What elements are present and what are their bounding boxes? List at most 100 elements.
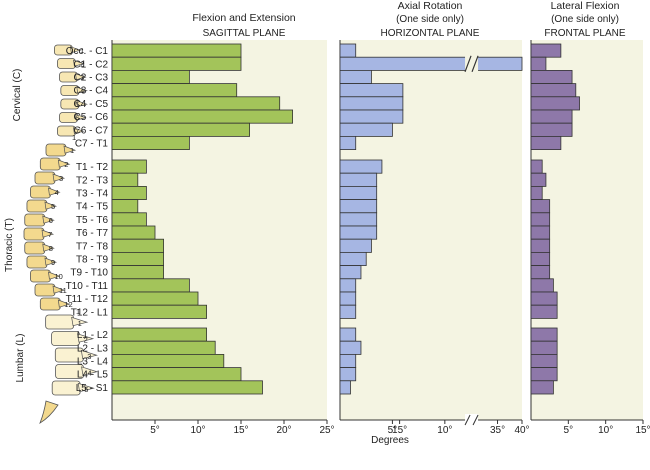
horizontal-bar-20 <box>339 327 357 342</box>
vertebra-number-12: 5 <box>51 202 55 211</box>
sagittal-bar-13 <box>111 225 156 240</box>
vertebra-number-11: 4 <box>54 188 58 197</box>
vertebra-process-7 <box>63 145 77 154</box>
frontal-panel: 5° 10° 15° <box>530 40 650 436</box>
level-label-2: C2 - C3 <box>74 73 109 84</box>
frontal-tick-label-1: 10° <box>598 425 613 436</box>
vertebra-process-4 <box>76 100 88 108</box>
frontal-subtitle-line1: (One side only) <box>551 14 619 25</box>
vertebra-11 <box>26 199 48 213</box>
vertebra-process-6 <box>73 127 85 135</box>
sagittal-title: Flexion and Extension <box>192 12 295 24</box>
sagittal-bar-3 <box>111 83 238 98</box>
sagittal-bar-18 <box>111 291 199 306</box>
frontal-bar-0 <box>530 43 562 58</box>
horizontal-bar-17 <box>339 278 357 293</box>
level-label-7: C7 - T1 <box>75 139 109 150</box>
horizontal-bar-23 <box>339 367 357 382</box>
vertebra-19 <box>45 314 75 330</box>
frontal-tick-label-0: 5° <box>564 425 574 436</box>
sagittal-panel: 5° 10° 15° 20° 25° <box>111 40 335 436</box>
vertebra-12 <box>24 213 46 227</box>
sagittal-bar-23 <box>111 367 242 382</box>
level-label-4: C4 - C5 <box>74 99 109 110</box>
sagittal-bar-5 <box>111 109 294 124</box>
frontal-bar-23 <box>530 367 558 382</box>
vertebra-number-8: 1 <box>70 146 74 155</box>
horizontal-bar-7 <box>339 135 357 150</box>
frontal-bar-15 <box>530 251 551 266</box>
horizontal-bar-9 <box>339 172 378 187</box>
level-label-5: C5 - C6 <box>74 112 109 123</box>
sagittal-tick-label-4: 25° <box>319 425 334 436</box>
level-label-8: T1 - T2 <box>76 162 108 173</box>
vertebra-7 <box>45 143 67 157</box>
vertebra-number-17: 10 <box>54 272 62 281</box>
vertebra-number-14: 7 <box>48 230 52 239</box>
frontal-bar-5 <box>530 109 573 124</box>
frontal-bar-13 <box>530 225 551 240</box>
vertebra-process-9 <box>52 173 66 182</box>
level-label-3: C3 - C4 <box>74 86 109 97</box>
sagittal-bar-1 <box>111 56 242 71</box>
frontal-bar-16 <box>530 265 551 280</box>
sagittal-bar-2 <box>111 70 190 85</box>
horizontal-bar-13 <box>339 225 378 240</box>
sagittal-bar-12 <box>111 212 147 227</box>
frontal-bar-21 <box>530 340 558 355</box>
horizontal-bar-11 <box>339 199 378 214</box>
level-label-6: C6 - C7 <box>74 125 109 136</box>
level-label-22: L3 - L4 <box>77 357 109 368</box>
vertebra-number-10: 3 <box>59 174 63 183</box>
horizontal-tick-label-3: 35° <box>490 425 505 436</box>
sagittal-bar-11 <box>111 199 139 214</box>
horizontal-bar-21 <box>339 340 362 355</box>
vertebra-process-18 <box>57 299 71 308</box>
sagittal-tick-label-0: 5° <box>150 425 160 436</box>
vertebra-process-3 <box>76 86 88 94</box>
sagittal-bar-9 <box>111 172 139 187</box>
horizontal-bar-15 <box>339 251 367 266</box>
frontal-bar-8 <box>530 159 543 174</box>
frontal-bar-14 <box>530 238 551 253</box>
vertebra-process-17 <box>52 285 66 294</box>
vertebra-number-18: 11 <box>59 286 67 295</box>
horizontal-bar-break-mark-1 <box>464 55 472 73</box>
sagittal-bar-21 <box>111 340 216 355</box>
level-label-18: T11 - T12 <box>66 294 109 305</box>
vertebra-number-16: 9 <box>51 258 55 267</box>
sagittal-bar-20 <box>111 327 207 342</box>
vertebra-process-2 <box>75 73 87 81</box>
sagittal-bar-24 <box>111 380 263 395</box>
horizontal-bar-19 <box>339 304 357 319</box>
sagittal-tick-label-2: 15° <box>233 425 248 436</box>
vertebra-process-19 <box>71 316 89 327</box>
vertebra-number-9: 2 <box>64 160 68 169</box>
frontal-bar-24 <box>530 380 554 395</box>
frontal-bar-2 <box>530 70 573 85</box>
horizontal-bar-24 <box>339 380 351 395</box>
horizontal-bar-4 <box>339 96 404 111</box>
vertebra-process-1 <box>73 59 85 67</box>
level-label-19: T12 - L1 <box>71 307 109 318</box>
horizontal-bar-5 <box>339 109 404 124</box>
horizontal-bar-break-mark-2 <box>471 55 479 73</box>
vertebra-process-15 <box>44 257 58 266</box>
region-label-lumbar: Lumbar (L) <box>15 334 26 383</box>
level-label-16: T9 - T10 <box>70 268 108 279</box>
level-label-15: T8 - T9 <box>76 255 108 266</box>
horizontal-tick-label-4: 40° <box>514 425 529 436</box>
vertebra-process-0 <box>69 46 82 54</box>
vertebra-process-14 <box>42 243 55 252</box>
horizontal-bar-22 <box>339 353 357 368</box>
frontal-bar-3 <box>530 83 577 98</box>
horizontal-bar-0 <box>339 43 357 58</box>
sagittal-bar-6 <box>111 122 251 137</box>
horizontal-tick-label-1: 10° <box>437 425 452 436</box>
sagittal-tick-label-3: 20° <box>276 425 291 436</box>
horizontal-tick-label-0: 5° <box>388 425 398 436</box>
vertebra-number-2: 3 <box>80 73 84 82</box>
frontal-bar-7 <box>530 135 562 150</box>
vertebra-process-13 <box>41 229 55 238</box>
vertebra-number-1: 2 <box>80 60 84 69</box>
